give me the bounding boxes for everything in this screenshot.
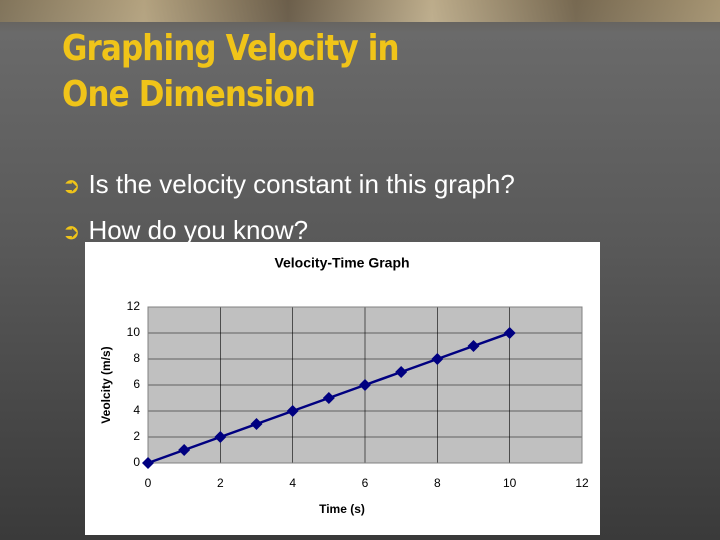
data-point: [322, 392, 335, 404]
bullet-item: ➲ Is the velocity constant in this graph?: [62, 162, 515, 208]
bullet-item: ➲ How do you know?: [62, 208, 515, 254]
x-tick-label: 12: [575, 476, 589, 490]
bullet-text: How do you know?: [88, 215, 309, 245]
x-tick-label: 0: [145, 476, 152, 490]
data-point: [431, 353, 444, 365]
data-point: [214, 431, 227, 443]
y-tick-label: 0: [133, 455, 140, 469]
x-tick-label: 4: [289, 476, 296, 490]
bullet-text: Is the velocity constant in this graph?: [88, 169, 515, 199]
x-tick-label: 2: [217, 476, 224, 490]
bullet-icon: ➲: [62, 219, 81, 244]
data-point: [395, 366, 408, 378]
chart: Velocity-Time Graph Time (s) Veolcity (m…: [85, 242, 600, 535]
decorative-band: [0, 0, 720, 22]
data-point: [142, 457, 154, 469]
slide-title: Graphing Velocity in One Dimension: [62, 28, 400, 115]
data-point: [359, 379, 371, 391]
data-point: [250, 418, 263, 430]
y-tick-label: 2: [133, 429, 140, 443]
data-point: [178, 444, 191, 456]
y-tick-label: 6: [133, 377, 140, 391]
y-tick-label: 8: [133, 351, 140, 365]
x-tick-label: 8: [434, 476, 441, 490]
data-point: [467, 340, 480, 352]
data-point: [503, 327, 516, 339]
y-tick-label: 4: [133, 403, 140, 417]
data-point: [286, 405, 299, 417]
bullet-icon: ➲: [62, 173, 81, 198]
y-tick-label: 10: [127, 325, 141, 339]
x-tick-label: 6: [362, 476, 369, 490]
y-tick-label: 12: [127, 299, 141, 313]
bullet-list: ➲ Is the velocity constant in this graph?…: [62, 162, 515, 254]
x-axis-label: Time (s): [319, 502, 365, 516]
x-tick-label: 10: [503, 476, 517, 490]
chart-title: Velocity-Time Graph: [274, 255, 409, 271]
plot-border: [147, 306, 583, 464]
y-axis-label: Veolcity (m/s): [99, 346, 113, 423]
